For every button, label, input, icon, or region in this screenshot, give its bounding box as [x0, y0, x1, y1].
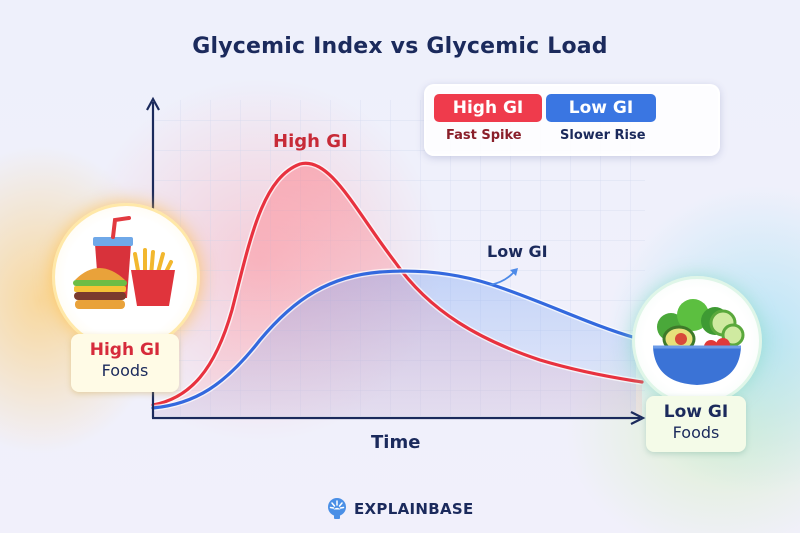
legend-low-gi: Low GI — [546, 94, 656, 122]
high-gi-food-illustration — [52, 203, 200, 351]
legend-high-gi: High GI — [434, 94, 542, 122]
legend-high-gi-sublabel: Fast Spike — [446, 128, 522, 143]
low-gi-food-illustration — [632, 276, 762, 406]
legend-low-gi-sublabel: Slower Rise — [560, 128, 646, 143]
low-gi-area — [153, 271, 636, 416]
legend: High GI Low GI Fast Spike Slower Rise — [424, 84, 720, 156]
low-gi-curve-label: Low GI — [487, 242, 548, 261]
high-gi-foods-title: High GI — [89, 340, 161, 360]
fast-food-icon — [73, 216, 175, 309]
x-axis-label: Time — [371, 432, 421, 453]
low-gi-foods-tag: Low GI Foods — [646, 396, 746, 452]
salad-bowl-icon — [653, 299, 745, 385]
brand-name: EXPLAINBASE — [354, 500, 474, 518]
low-gi-pointer-arrow — [489, 271, 515, 286]
chart-title: Glycemic Index vs Glycemic Load — [192, 34, 608, 59]
low-gi-foods-title: Low GI — [663, 402, 729, 422]
high-gi-foods-subtitle: Foods — [101, 361, 149, 380]
lightbulb-icon — [328, 498, 346, 519]
high-gi-foods-tag: High GI Foods — [71, 334, 179, 392]
high-gi-curve-label: High GI — [273, 131, 348, 152]
low-gi-foods-subtitle: Foods — [672, 423, 720, 442]
brand-logo: EXPLAINBASE — [326, 497, 474, 521]
